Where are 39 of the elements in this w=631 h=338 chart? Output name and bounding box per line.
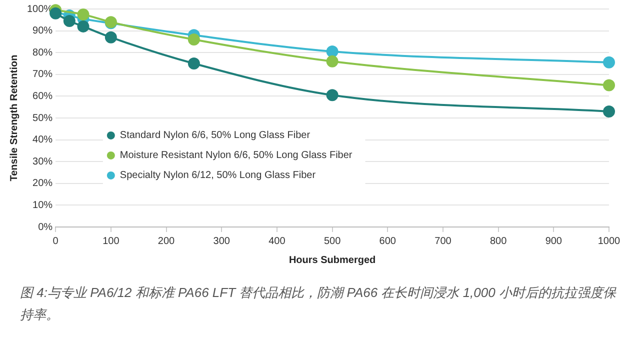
point <box>188 34 200 46</box>
x-tick-label: 400 <box>268 236 286 247</box>
x-tick-label: 1000 <box>598 236 621 247</box>
x-tick-label: 300 <box>213 236 230 247</box>
legend-label: Standard Nylon 6/6, 50% Long Glass Fiber <box>120 130 311 142</box>
y-tick-label: 90% <box>32 26 53 37</box>
x-tick-label: 600 <box>379 236 396 247</box>
y-tick-label: 80% <box>32 47 53 58</box>
point <box>603 79 615 92</box>
point <box>104 31 117 44</box>
point <box>77 8 90 20</box>
y-tick-label: 40% <box>32 134 53 146</box>
x-tick-label: 0 <box>52 236 59 247</box>
y-tick-label: 0% <box>38 222 53 233</box>
y-axis-title: Tensile Strength Retention <box>8 54 20 182</box>
x-axis-title: Hours Submerged <box>288 254 376 266</box>
legend-label: Moisture Resistant Nylon 6/6, 50% Long Glass Fiber <box>120 150 353 162</box>
x-tick-label: 100 <box>102 236 120 247</box>
point <box>603 56 615 68</box>
x-tick-label: 500 <box>324 236 342 247</box>
y-tick-label: 20% <box>32 178 53 190</box>
point <box>77 20 90 32</box>
y-tick-label: 70% <box>32 69 53 80</box>
legend-label: Specialty Nylon 6/12, 50% Long Glass Fiber <box>120 170 316 182</box>
point <box>326 46 338 58</box>
point <box>603 105 615 118</box>
caption: 图 4:与专业 PA6/12 和标准 PA66 LFT 替代品相比，防潮 PA66 在长时间浸水 1,000 小时后的抗拉强度保持率。 <box>20 284 618 324</box>
x-tick-label: 200 <box>158 236 176 247</box>
y-tick-label: 30% <box>32 156 53 168</box>
point <box>188 58 200 70</box>
y-tick-label: 10% <box>32 200 53 211</box>
x-tick-label: 700 <box>434 236 452 247</box>
point <box>326 89 338 102</box>
x-tick-label: 800 <box>490 236 508 247</box>
point <box>326 55 338 68</box>
y-tick-label: 50% <box>32 112 53 124</box>
y-tick-label: 60% <box>32 90 53 102</box>
point <box>63 14 76 27</box>
x-tick-label: 900 <box>545 236 562 247</box>
